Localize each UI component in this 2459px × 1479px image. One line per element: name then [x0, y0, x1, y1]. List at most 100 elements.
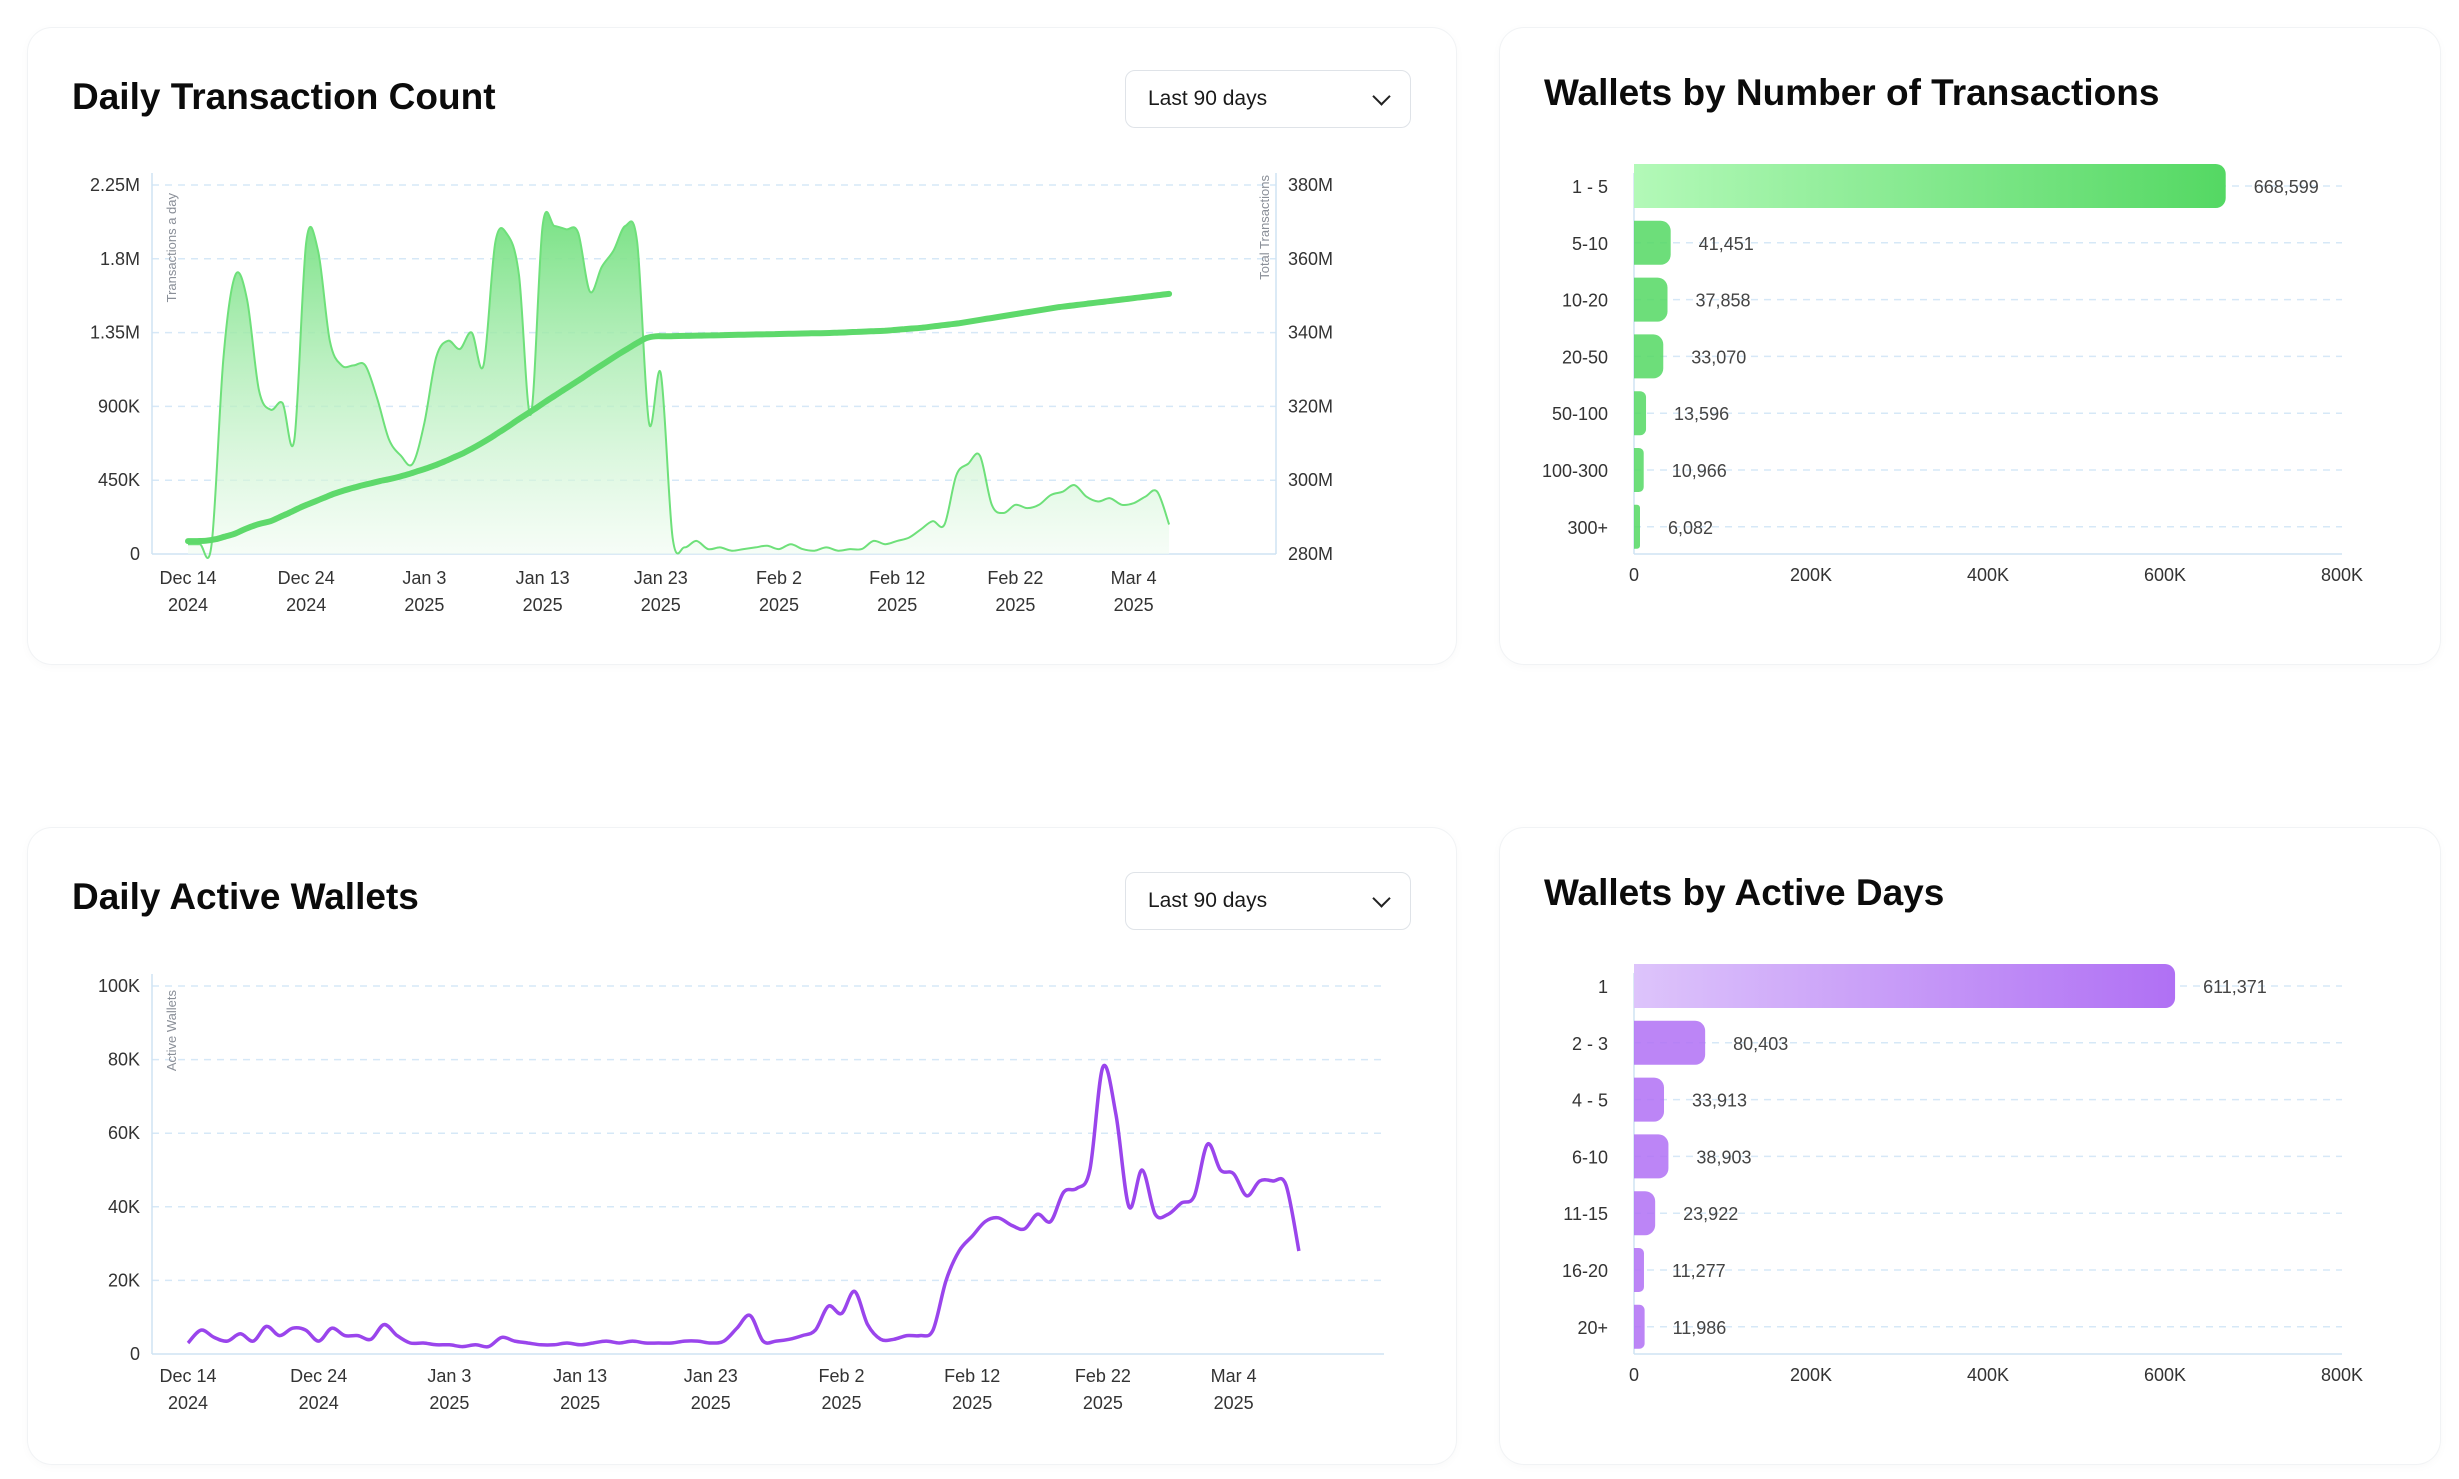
x-tick-label: Mar 4	[1211, 1366, 1257, 1386]
card-title: Daily Active Wallets	[72, 876, 419, 917]
daily-active-wallets-chart: 0 20K 40K 60K 80K 100K Active Wallets Dec 14 202…	[98, 974, 1384, 1413]
x-tick-label: 400K	[1967, 565, 2009, 585]
y2-tick-label: 360M	[1288, 249, 1333, 269]
category-label: 11-15	[1563, 1204, 1608, 1224]
x-tick-label: 400K	[1967, 1365, 2009, 1385]
x-tick-label: 200K	[1790, 1365, 1832, 1385]
bar	[1634, 220, 1671, 265]
x-tick-label: 800K	[2321, 1365, 2363, 1385]
card-title: Wallets by Active Days	[1544, 872, 1945, 913]
category-label: 1	[1598, 977, 1608, 997]
bar-value-label: 37,858	[1696, 291, 1751, 311]
range-dropdown[interactable]: Last 90 days	[1125, 872, 1411, 930]
bar	[1634, 1020, 1706, 1065]
x-tick-year: 2025	[1214, 1393, 1254, 1413]
bar-value-label: 6,082	[1668, 518, 1713, 538]
category-label: 100-300	[1542, 461, 1608, 481]
y-tick-label: 20K	[108, 1270, 140, 1290]
wallets-by-active-days-card: Wallets by Active Days 0 200K 400K 600K 800K…	[1500, 828, 2440, 1464]
x-tick-label: 600K	[2144, 1365, 2186, 1385]
x-tick-label: Jan 3	[427, 1366, 471, 1386]
category-label: 10-20	[1562, 291, 1608, 311]
wallets-by-active-days-chart: 0 200K 400K 600K 800K 1 611,371 2 - 3 80,403 4 - …	[1562, 964, 2363, 1385]
y-tick-label: 100K	[98, 976, 140, 996]
card-title: Wallets by Number of Transactions	[1544, 72, 2160, 113]
y-tick-label: 0	[130, 1344, 140, 1364]
daily-transactions-line	[187, 210, 1171, 560]
x-tick-year: 2024	[168, 595, 208, 615]
x-tick-label: Jan 23	[634, 568, 688, 588]
y-tick-label: 900K	[98, 396, 140, 416]
wallets-by-transactions-card: Wallets by Number of Transactions 0 200K 4…	[1500, 28, 2440, 664]
y2-tick-label: 300M	[1288, 470, 1333, 490]
category-label: 20-50	[1562, 347, 1608, 367]
x-tick-label: Feb 2	[818, 1366, 864, 1386]
y2-tick-label: 340M	[1288, 323, 1333, 343]
bar	[1634, 1248, 1644, 1292]
x-tick-label: Feb 12	[944, 1366, 1000, 1386]
active-wallets-line	[186, 1063, 1301, 1349]
y-tick-label: 1.35M	[90, 323, 140, 343]
bar-value-label: 668,599	[2254, 177, 2319, 197]
bar-value-label: 611,371	[2203, 977, 2267, 997]
x-tick-label: Jan 3	[402, 568, 446, 588]
daily-active-wallets-card: Daily Active Wallets Last 90 days 0 20K 40…	[28, 828, 1456, 1464]
x-tick-year: 2025	[952, 1393, 992, 1413]
x-tick-year: 2024	[168, 1393, 208, 1413]
bar-value-label: 11,986	[1673, 1318, 1727, 1338]
bar	[1634, 1304, 1645, 1349]
y2-tick-label: 280M	[1288, 544, 1333, 564]
x-tick-label: 600K	[2144, 565, 2186, 585]
bar	[1634, 164, 2226, 208]
y-tick-label: 2.25M	[90, 175, 140, 195]
x-tick-year: 2025	[1114, 595, 1154, 615]
x-tick-label: Dec 24	[278, 568, 335, 588]
x-tick-label: Feb 22	[987, 568, 1043, 588]
total-transactions-line	[185, 290, 1173, 545]
x-tick-year: 2025	[404, 595, 444, 615]
daily-transactions-area	[188, 211, 1170, 559]
bar	[1634, 277, 1668, 322]
category-label: 16-20	[1562, 1261, 1608, 1281]
bar	[1634, 964, 2176, 1008]
x-tick-year: 2025	[429, 1393, 469, 1413]
bar	[1634, 1077, 1665, 1122]
bar-value-label: 11,277	[1672, 1261, 1726, 1281]
range-dropdown[interactable]: Last 90 days	[1125, 70, 1411, 128]
x-tick-label: Jan 13	[516, 568, 570, 588]
y2-tick-label: 320M	[1288, 396, 1333, 416]
y-tick-label: 450K	[98, 470, 140, 490]
x-tick-year: 2025	[821, 1393, 861, 1413]
range-dropdown-label: Last 90 days	[1148, 87, 1268, 110]
bar	[1634, 391, 1647, 436]
y-tick-label: 0	[130, 544, 140, 564]
y2-tick-label: 380M	[1288, 175, 1333, 195]
card-title: Daily Transaction Count	[72, 76, 496, 117]
category-label: 2 - 3	[1572, 1034, 1608, 1054]
x-tick-year: 2025	[877, 595, 917, 615]
x-tick-year: 2025	[995, 595, 1035, 615]
category-label: 50-100	[1552, 404, 1608, 424]
category-label: 5-10	[1572, 234, 1608, 254]
bar	[1634, 1191, 1656, 1236]
bar	[1634, 504, 1640, 549]
x-tick-year: 2025	[759, 595, 799, 615]
daily-transaction-card: Daily Transaction Count Last 90 days 0 45…	[28, 28, 1456, 664]
x-tick-label: 200K	[1790, 565, 1832, 585]
bar-value-label: 41,451	[1699, 234, 1754, 254]
x-tick-year: 2025	[560, 1393, 600, 1413]
x-tick-year: 2025	[523, 595, 563, 615]
x-tick-year: 2024	[286, 595, 326, 615]
y-tick-label: 40K	[108, 1197, 140, 1217]
category-label: 1 - 5	[1572, 177, 1608, 197]
bar-value-label: 10,966	[1672, 461, 1727, 481]
x-tick-year: 2025	[641, 595, 681, 615]
x-tick-year: 2025	[1083, 1393, 1123, 1413]
bar	[1634, 334, 1664, 379]
x-tick-year: 2024	[299, 1393, 339, 1413]
x-tick-label: Feb 2	[756, 568, 802, 588]
left-axis-title: Transactions a day	[164, 193, 179, 303]
y-tick-label: 60K	[108, 1123, 140, 1143]
x-tick-label: Dec 14	[159, 568, 216, 588]
bar-value-label: 13,596	[1674, 404, 1729, 424]
